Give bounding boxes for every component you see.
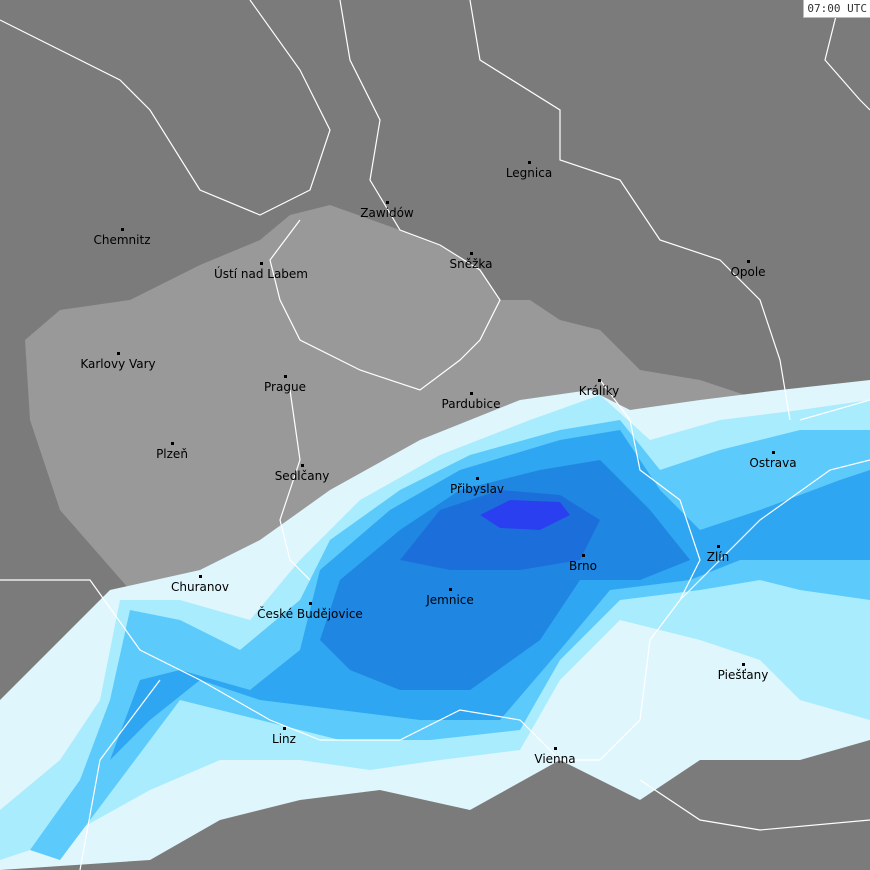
city-label: Ostrava [749, 456, 796, 470]
city-dot [199, 575, 202, 578]
city-dot [528, 161, 531, 164]
city-vienna: Vienna [534, 747, 576, 766]
city-přibyslav: Přibyslav [450, 477, 504, 496]
border-line [639, 779, 870, 831]
city-brno: Brno [569, 554, 597, 573]
city-label: Plzeň [156, 447, 188, 461]
city-sněžka: Sněžka [450, 252, 493, 271]
city-dot [717, 545, 720, 548]
city-dot [283, 727, 286, 730]
city-legnica: Legnica [506, 161, 552, 180]
city-zlín: Zlín [707, 545, 730, 564]
city-dot [386, 201, 389, 204]
city-label: Pardubice [442, 397, 501, 411]
city-králíky: Králíky [579, 379, 619, 398]
city-dot [742, 663, 745, 666]
city-české-budějovice: České Budějovice [257, 602, 363, 621]
city-label: Sněžka [450, 257, 493, 271]
city-label: Karlovy Vary [80, 357, 155, 371]
city-label: Jemnice [425, 593, 474, 607]
city-label: Ústí nad Labem [214, 266, 308, 281]
city-prague: Prague [264, 375, 306, 394]
city-dot [582, 554, 585, 557]
city-sedlčany: Sedlčany [275, 464, 330, 483]
border-line [824, 0, 870, 111]
city-label: Králíky [579, 384, 619, 398]
city-linz: Linz [272, 727, 296, 746]
border-line [0, 379, 701, 761]
city-dot [470, 252, 473, 255]
city-label: Piešťany [718, 668, 769, 682]
city-dot [284, 375, 287, 378]
city-label: České Budějovice [257, 606, 363, 621]
city-dot [117, 352, 120, 355]
city-label: Prague [264, 380, 306, 394]
city-label: Opole [730, 265, 765, 279]
city-label: Přibyslav [450, 482, 504, 496]
border-line [469, 0, 791, 421]
city-dot [260, 262, 263, 265]
city-dot [121, 228, 124, 231]
city-label: Vienna [534, 752, 575, 766]
city-label: Churanov [171, 580, 229, 594]
city-chemnitz: Chemnitz [94, 228, 151, 247]
city-dot [476, 477, 479, 480]
precip-level-5 [320, 460, 690, 690]
border-line [0, 0, 331, 216]
city-dot [309, 602, 312, 605]
city-dot [470, 392, 473, 395]
city-churanov: Churanov [171, 575, 229, 594]
city-piešťany: Piešťany [718, 663, 769, 682]
city-ostrava: Ostrava [749, 451, 797, 470]
precip-level-7 [480, 500, 570, 530]
city-karlovy-vary: Karlovy Vary [80, 352, 156, 371]
city-dot [171, 442, 174, 445]
precipitation [0, 380, 870, 870]
border-line [79, 679, 161, 870]
city-dot [449, 588, 452, 591]
border-line [269, 0, 501, 391]
city-opole: Opole [730, 260, 766, 279]
timestamp: 07:00 UTC [803, 0, 870, 18]
city-jemnice: Jemnice [425, 588, 474, 607]
border-line [799, 399, 870, 421]
border-line [279, 389, 311, 581]
city-label: Legnica [506, 166, 552, 180]
city-label: Zawidów [360, 206, 414, 220]
city-dot [747, 260, 750, 263]
city-ústí-nad-labem: Ústí nad Labem [214, 262, 308, 281]
city-label: Zlín [707, 550, 730, 564]
city-dot [554, 747, 557, 750]
city-markers: Legnica Zawidów Chemnitz Ústí nad Labem Sněž… [80, 161, 797, 766]
city-pardubice: Pardubice [442, 392, 501, 411]
city-dot [301, 464, 304, 467]
city-label: Chemnitz [94, 233, 151, 247]
city-plzeň: Plzeň [156, 442, 188, 461]
city-dot [598, 379, 601, 382]
city-label: Brno [569, 559, 597, 573]
city-label: Linz [272, 732, 296, 746]
city-zawidów: Zawidów [360, 201, 414, 220]
city-label: Sedlčany [275, 469, 330, 483]
city-dot [772, 451, 775, 454]
border-line [679, 459, 870, 601]
